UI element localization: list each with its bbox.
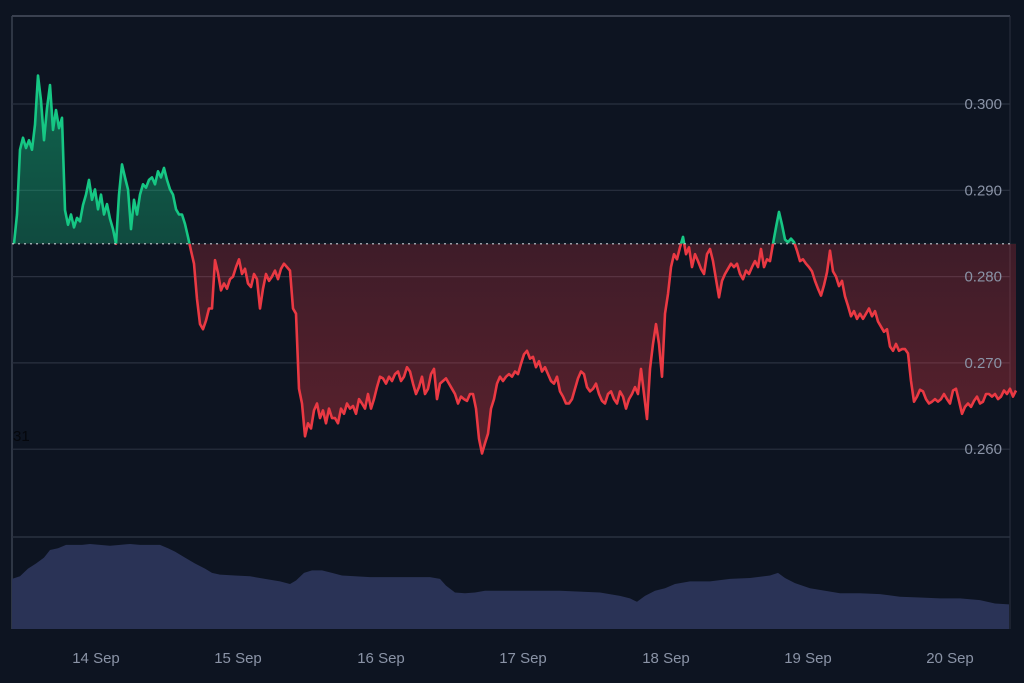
x-tick-label: 14 Sep [72, 650, 120, 667]
volume-bars [12, 544, 1009, 629]
y-tick-label: 0.300 [964, 96, 1002, 113]
x-tick-label: 19 Sep [784, 650, 832, 667]
y-tick-label: 0.260 [964, 441, 1002, 458]
x-tick-label: 18 Sep [642, 650, 690, 667]
x-axis-labels: 14 Sep 15 Sep 16 Sep 17 Sep 18 Sep 19 Sep 20 S… [72, 650, 974, 667]
x-tick-label: 16 Sep [357, 650, 405, 667]
x-tick-label: 15 Sep [214, 650, 262, 667]
x-tick-label: 20 Sep [926, 650, 974, 667]
y-tick-label: 0.290 [964, 182, 1002, 199]
x-tick-label: 17 Sep [499, 650, 547, 667]
price-area-up [12, 74, 796, 244]
left-axis-label: 31 [13, 428, 30, 445]
y-tick-label: 0.280 [964, 269, 1002, 286]
y-axis-labels: 0.300 0.290 0.280 0.270 0.260 [964, 96, 1002, 458]
y-tick-label: 0.270 [964, 355, 1002, 372]
price-area-down [14, 243, 1018, 455]
volume-area [12, 544, 1009, 629]
